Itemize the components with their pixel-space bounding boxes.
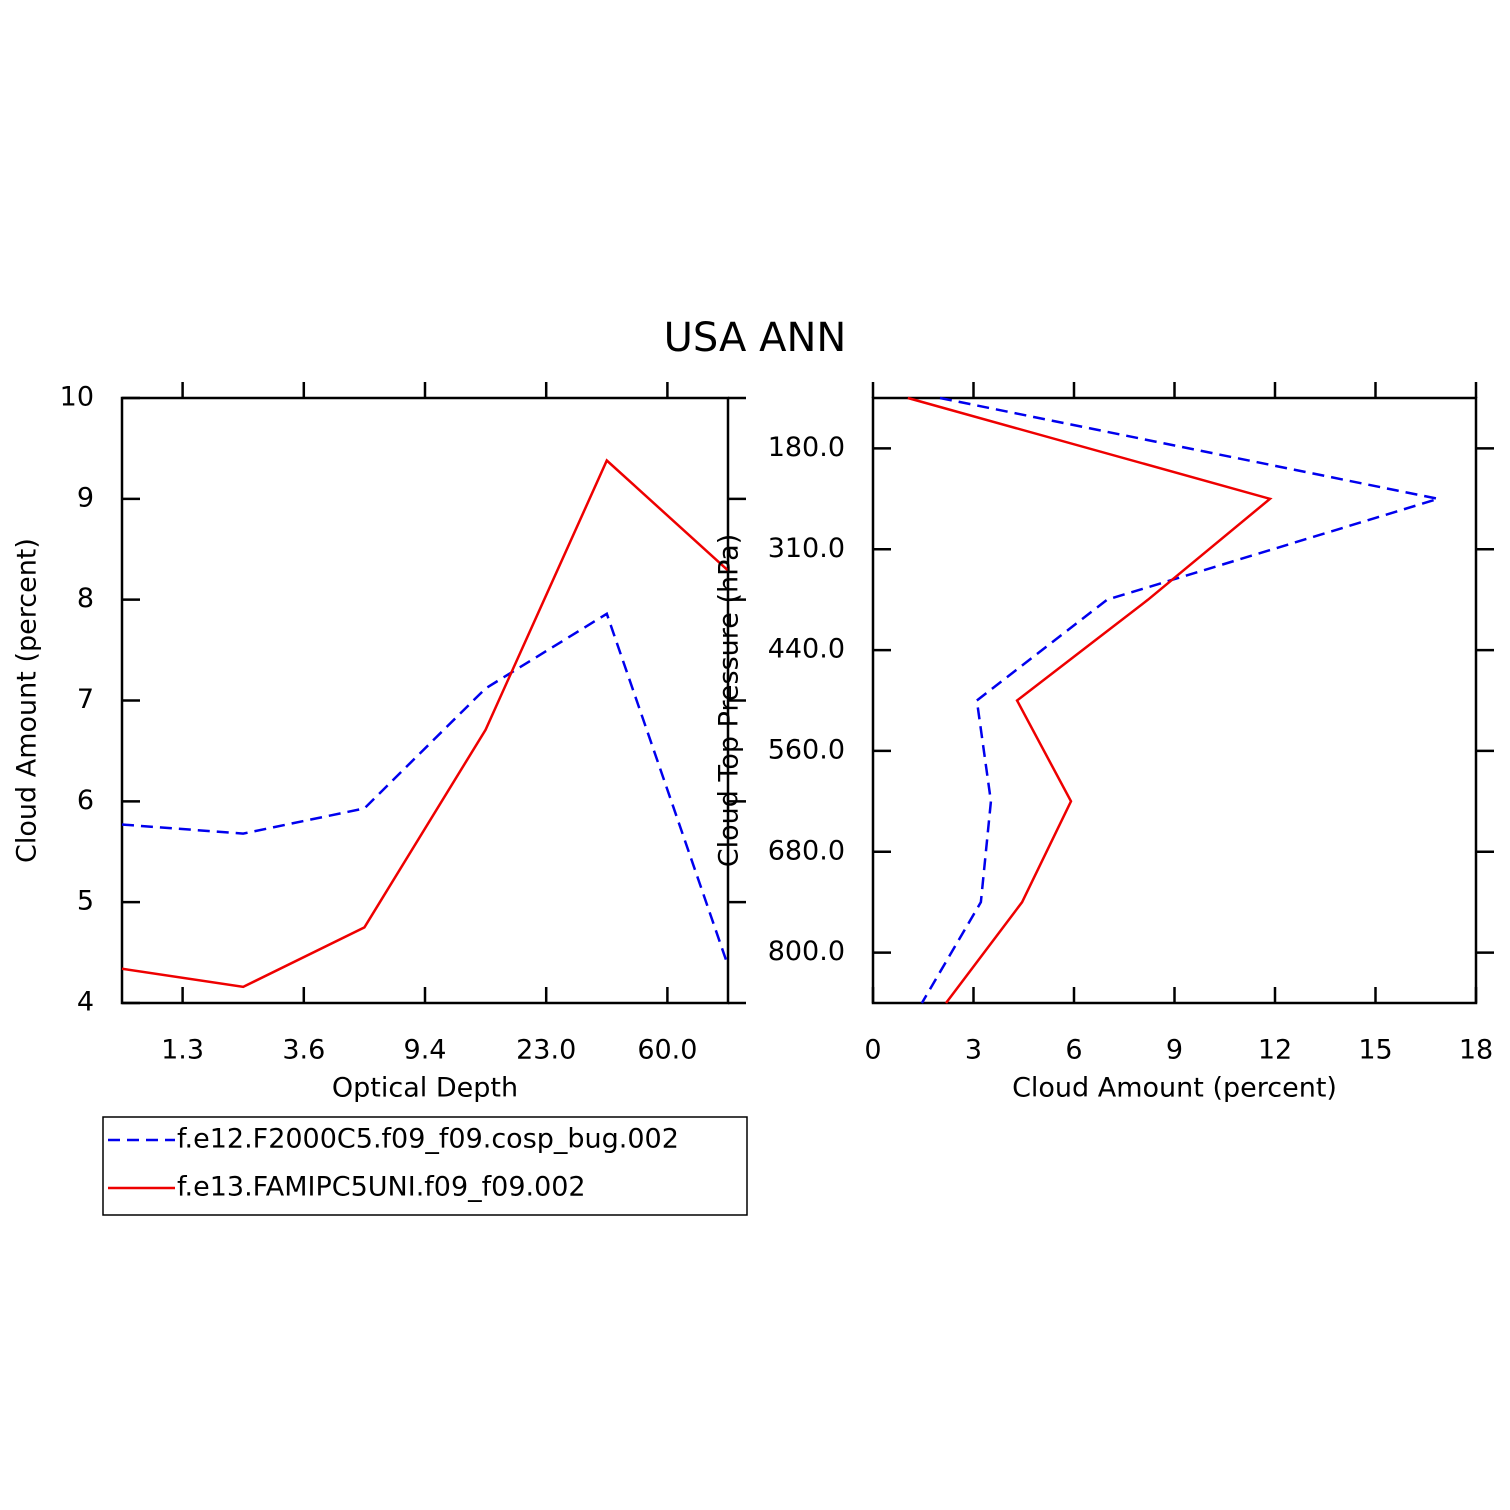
y-tick-label: 180.0 — [768, 432, 845, 463]
y-tick-label: 4 — [77, 987, 94, 1018]
x-tick-label: 6 — [1065, 1035, 1082, 1066]
y-tick-label: 800.0 — [768, 936, 845, 967]
y-tick-label: 5 — [77, 886, 94, 917]
y-axis-label: Cloud Amount (percent) — [12, 538, 43, 863]
x-axis-label: Cloud Amount (percent) — [1012, 1073, 1337, 1104]
y-tick-label: 7 — [77, 684, 94, 715]
y-tick-label: 6 — [77, 785, 94, 816]
x-tick-label: 60.0 — [637, 1035, 697, 1066]
y-tick-label: 680.0 — [768, 835, 845, 866]
title: USA ANN — [664, 315, 847, 361]
legend-label: f.e13.FAMIPC5UNI.f09_f09.002 — [177, 1172, 586, 1203]
y-tick-label: 10 — [60, 382, 94, 413]
y-tick-label: 310.0 — [768, 533, 845, 564]
x-tick-label: 12 — [1258, 1035, 1292, 1066]
y-tick-label: 9 — [77, 482, 94, 513]
y-axis-label: Cloud Top Pressure (hPa) — [714, 534, 745, 868]
legend-label: f.e12.F2000C5.f09_f09.cosp_bug.002 — [177, 1124, 679, 1155]
x-axis-label: Optical Depth — [332, 1073, 518, 1104]
series-line — [121, 611, 730, 967]
x-tick-label: 18 — [1459, 1035, 1493, 1066]
y-tick-label: 8 — [77, 583, 94, 614]
series-line — [907, 396, 1273, 1004]
x-tick-label: 3 — [965, 1035, 982, 1066]
x-tick-label: 9.4 — [404, 1035, 447, 1066]
x-tick-label: 3.6 — [282, 1035, 325, 1066]
y-tick-label: 560.0 — [768, 734, 845, 765]
x-tick-label: 23.0 — [516, 1035, 576, 1066]
plot-frame — [871, 396, 1478, 1005]
x-tick-label: 1.3 — [161, 1035, 204, 1066]
x-tick-label: 9 — [1166, 1035, 1183, 1066]
y-tick-label: 440.0 — [768, 634, 845, 665]
x-tick-label: 15 — [1358, 1035, 1392, 1066]
series-line — [920, 396, 1439, 1004]
series-line — [121, 458, 729, 989]
legend-box — [102, 1116, 748, 1216]
x-tick-label: 0 — [864, 1035, 881, 1066]
